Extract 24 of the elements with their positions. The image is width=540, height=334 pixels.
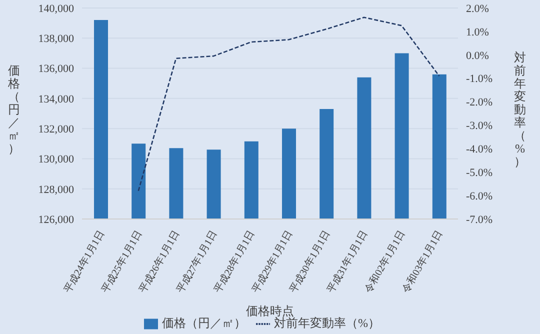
y2-tick-label: -2.0%	[466, 96, 493, 109]
y-tick-label: 138,000	[38, 33, 74, 46]
y-tick-label: 134,000	[38, 93, 74, 106]
y-tick-label: 132,000	[38, 123, 74, 136]
y-tick-label: 140,000	[38, 2, 74, 15]
y2-tick-label: -7.0%	[466, 214, 493, 226]
y2-tick-label: -3.0%	[466, 120, 493, 132]
y2-tick-label: -5.0%	[466, 167, 493, 180]
y-axis-title: 価格（円／㎡）	[7, 64, 20, 156]
y-tick-label: 130,000	[38, 154, 74, 166]
y2-tick-label: 2.0%	[466, 2, 489, 15]
line-series	[138, 16, 440, 192]
y-tick-label: 136,000	[38, 63, 74, 76]
y2-tick-label: 0.0%	[466, 50, 489, 62]
y2-tick-label: 1.0%	[466, 26, 489, 38]
y-tick-label: 128,000	[38, 184, 74, 196]
text: 対前年変動率（%）	[514, 50, 526, 168]
legend-label: 対前年変動率（%）	[274, 316, 380, 330]
legend-label: 価格（円／㎡）	[162, 316, 246, 330]
y2-tick-label: -6.0%	[466, 190, 493, 202]
x-axis-title: 価格時点	[246, 304, 294, 318]
y2-tick-label: -4.0%	[466, 144, 493, 156]
y2-tick-label: -1.0%	[466, 73, 493, 86]
y-tick-label: 126,000	[38, 214, 74, 226]
